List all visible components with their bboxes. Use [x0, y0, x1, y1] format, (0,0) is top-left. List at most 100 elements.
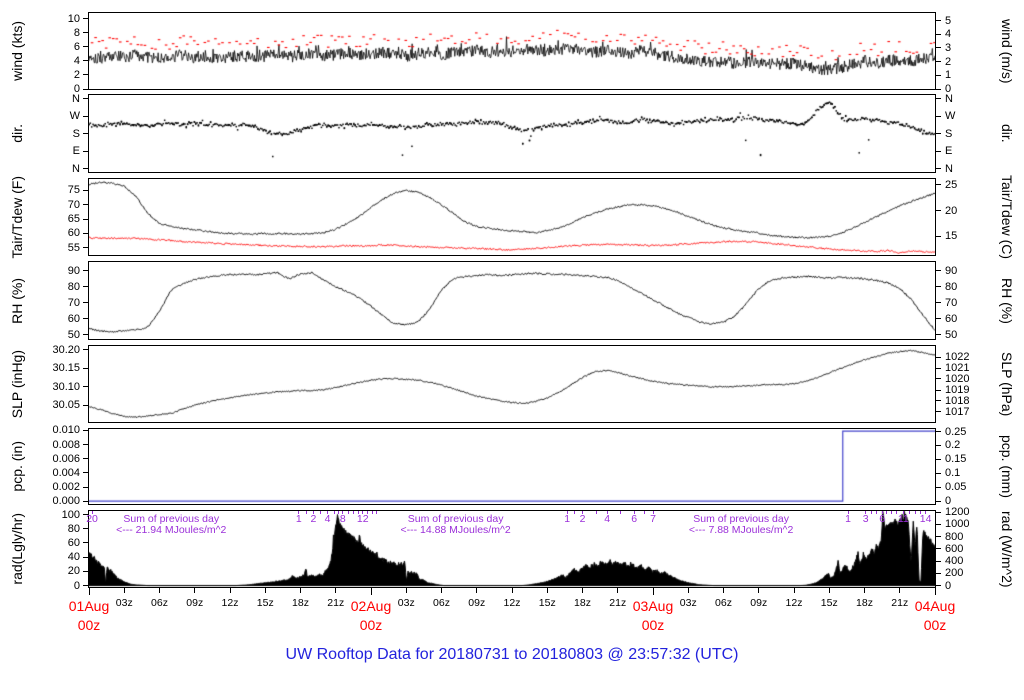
rad-sum-annotation-line2: <--- 7.88 MJoules/m^2: [688, 524, 794, 536]
rad-cumulative-tick: [342, 511, 344, 514]
x-axis-hour-label: 12z: [785, 597, 803, 609]
dir-left-tick: [83, 98, 88, 99]
precipitation-right-tick-label: 0.2: [945, 439, 961, 452]
precipitation-right-axis-title-text: pcp. (mm): [999, 435, 1015, 498]
precipitation-left-tick: [83, 486, 88, 488]
precipitation-right-tick: [936, 500, 941, 502]
rad-cumulative-label: 1: [564, 513, 571, 525]
relative-humidity-right-tick: [936, 302, 941, 304]
x-axis-hour-label: 06z: [433, 597, 450, 609]
dir-left-tick-label: N: [72, 92, 80, 105]
temperature-left-tick: [83, 232, 88, 234]
precipitation-canvas: [89, 429, 935, 504]
rad-cumulative-tick: [865, 511, 867, 514]
wind-right-tick-label: 4: [945, 28, 952, 41]
rad-cumulative-minor-tick: [920, 511, 922, 514]
rad-cumulative-minor-tick: [319, 511, 321, 514]
relative-humidity-left-tick: [83, 270, 88, 272]
x-axis-tick: [300, 588, 301, 593]
dir-right-tick: [936, 115, 941, 117]
temperature-left-tick-label: 60: [67, 227, 80, 240]
dir-right-tick-label: N: [945, 162, 953, 175]
x-axis-tick: [159, 588, 160, 593]
precipitation-left-tick-label: 0.010: [52, 424, 80, 437]
x-axis-tick: [899, 588, 901, 593]
dir-canvas: [89, 95, 935, 172]
wind-left-tick-label: 2: [73, 68, 80, 81]
temperature-right-tick: [936, 235, 941, 237]
precipitation-left-tick-label: 0.008: [52, 438, 80, 451]
rad-cumulative-tick: [902, 511, 904, 514]
solar-radiation-left-tick-label: 100: [61, 508, 80, 521]
rad-cumulative-label: 2: [310, 513, 317, 525]
relative-humidity-left-tick-label: 50: [67, 328, 80, 341]
sea-level-pressure-right-axis-title: SLP (hPa): [992, 345, 1022, 423]
solar-radiation-left-tick: [83, 570, 88, 572]
x-axis-day-tick: [934, 588, 936, 595]
relative-humidity-left-tick: [83, 334, 88, 336]
temperature-panel: [88, 178, 936, 256]
rad-cumulative-label: 1: [295, 513, 302, 525]
temperature-left-tick: [83, 204, 88, 206]
precipitation-left-tick: [83, 458, 88, 460]
solar-radiation-left-tick-label: 60: [67, 536, 80, 549]
temperature-left-tick-label: 75: [67, 184, 80, 197]
relative-humidity-canvas: [89, 262, 935, 339]
rad-cumulative-tick: [606, 511, 608, 514]
relative-humidity-left-tick: [83, 286, 88, 288]
wind-right-tick-label: 5: [945, 14, 952, 27]
wind-left-tick-label: 10: [67, 12, 80, 25]
rad-cumulative-minor-tick: [348, 511, 350, 514]
sea-level-pressure-canvas: [89, 346, 935, 422]
x-axis-hour-label: 06z: [151, 597, 168, 609]
relative-humidity-right-tick-label: 90: [945, 264, 958, 277]
sea-level-pressure-right-tick-label: 1017: [945, 405, 970, 418]
rad-cumulative-minor-tick: [357, 511, 359, 514]
x-axis-day-label: 03Aug: [632, 598, 674, 614]
solar-radiation-right-tick-label: 600: [945, 542, 964, 555]
rad-cumulative-label: 3: [862, 513, 869, 525]
relative-humidity-right-tick-label: 60: [945, 312, 958, 325]
wind-left-tick: [83, 46, 88, 48]
solar-radiation-left-tick: [83, 542, 88, 544]
sea-level-pressure-panel: [88, 345, 936, 423]
rad-cumulative-minor-tick: [908, 511, 910, 514]
x-axis-hour-label: 09z: [750, 597, 768, 609]
temperature-canvas: [89, 179, 935, 255]
rad-cumulative-minor-tick: [352, 511, 354, 514]
dir-left-tick: [83, 168, 88, 169]
precipitation-right-tick: [936, 472, 941, 474]
sea-level-pressure-right-tick-label: 1019: [945, 384, 970, 397]
rad-cumulative-tick: [362, 511, 364, 514]
relative-humidity-left-axis-title-text: RH (%): [9, 277, 25, 324]
rad-cumulative-minor-tick: [376, 511, 378, 514]
rad-cumulative-tick: [91, 511, 93, 514]
x-axis-tick: [723, 588, 724, 593]
rad-cumulative-label: 2: [579, 513, 586, 525]
rad-cumulative-minor-tick: [371, 511, 373, 514]
plot-title: UW Rooftop Data for 20180731 to 20180803…: [285, 646, 739, 663]
dir-right-tick: [936, 133, 941, 134]
x-axis-tick: [405, 588, 407, 593]
relative-humidity-right-tick-label: 50: [945, 328, 958, 341]
x-axis-hour-label: 21z: [609, 597, 627, 609]
solar-radiation-left-tick-label: 20: [67, 565, 80, 578]
x-axis-day-label: 02Aug: [350, 598, 392, 614]
dir-left-tick: [83, 115, 88, 117]
solar-radiation-right-tick-label: 800: [945, 530, 964, 543]
rad-cumulative-label: 11: [897, 513, 909, 525]
rad-cumulative-tick: [298, 511, 300, 514]
rad-cumulative-minor-tick: [619, 511, 621, 514]
temperature-left-tick-label: 70: [67, 198, 80, 211]
x-axis-tick: [511, 588, 513, 593]
rad-cumulative-minor-tick: [895, 511, 897, 514]
rad-cumulative-label: 4: [604, 513, 611, 525]
rad-cumulative-label: 12: [356, 513, 369, 525]
precipitation-right-tick-label: 0.1: [945, 467, 961, 480]
solar-radiation-right-tick: [936, 585, 941, 587]
solar-radiation-right-tick: [936, 536, 941, 538]
temperature-left-tick-label: 65: [67, 213, 80, 226]
solar-radiation-panel: [88, 510, 936, 588]
relative-humidity-right-tick-label: 70: [945, 296, 958, 309]
dir-left-axis-title-text: dir.: [9, 124, 25, 143]
